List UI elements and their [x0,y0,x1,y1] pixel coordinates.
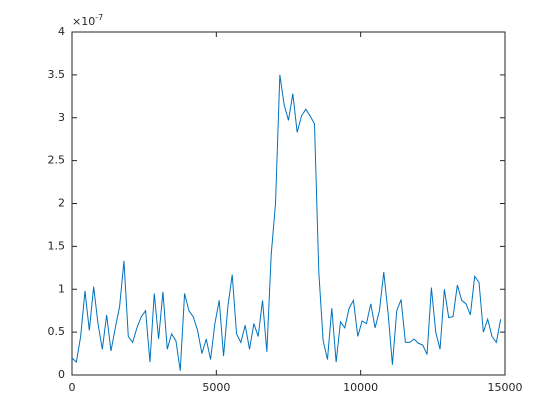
x-tick-label: 0 [69,381,76,394]
y-tick-label: 3 [58,111,65,124]
y-tick-label: 3.5 [48,68,66,81]
exponent-power: -7 [95,13,103,22]
y-tick-label: 0 [58,368,65,381]
x-tick-label: 15000 [488,381,523,394]
plot-area [71,31,506,376]
y-tick-label: 2 [58,197,65,210]
x-tick-label: 5000 [202,381,230,394]
exponent-base: ×10 [72,15,95,28]
data-line [71,74,502,371]
y-tick-label: 2.5 [48,154,66,167]
y-tick-label: 1.5 [48,239,66,252]
y-tick-label: 0.5 [48,325,66,338]
y-tick-label: 1 [58,282,65,295]
x-tick-label: 10000 [343,381,378,394]
y-exponent: ×10-7 [72,13,103,29]
y-tick-label: 4 [58,25,65,38]
